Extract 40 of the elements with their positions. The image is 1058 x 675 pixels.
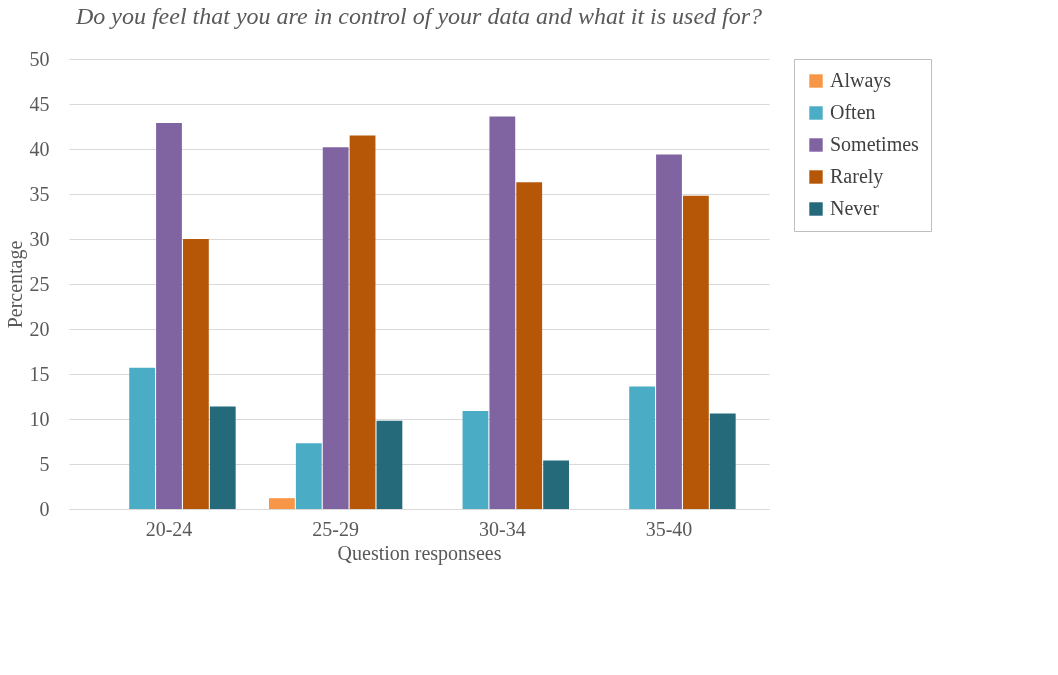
x-tick-label: 20-24	[145, 517, 193, 540]
bar	[516, 182, 543, 509]
bar	[376, 420, 403, 509]
y-tick-label: 45	[29, 92, 50, 115]
bar	[156, 122, 182, 509]
bar	[129, 367, 156, 509]
legend-label: Never	[830, 197, 880, 219]
y-tick-label: 5	[39, 452, 50, 475]
bar	[349, 135, 376, 509]
y-tick-label: 30	[29, 227, 50, 250]
legend-label: Sometimes	[830, 133, 920, 155]
y-tick-label: 15	[29, 362, 50, 385]
bar	[209, 406, 236, 509]
bar	[629, 386, 656, 509]
bar	[322, 147, 349, 509]
bar	[489, 116, 516, 509]
x-tick-label: 25-29	[312, 517, 359, 540]
bar	[682, 195, 709, 509]
y-tick-label: 0	[39, 497, 50, 520]
bar	[543, 460, 569, 509]
chart-title: Do you feel that you are in control of your data and what it is used for?	[74, 3, 763, 29]
y-axis-title: Percentage	[3, 240, 27, 329]
legend-label: Often	[830, 101, 876, 123]
y-tick-label: 50	[29, 47, 50, 70]
bar	[709, 413, 736, 509]
y-tick-label: 20	[29, 317, 50, 340]
x-tick-label: 35-40	[645, 517, 693, 540]
x-axis-title: Question responsees	[337, 541, 502, 565]
x-tick-label: 30-34	[479, 517, 526, 540]
y-tick-label: 35	[29, 182, 50, 205]
bar	[462, 410, 489, 509]
y-tick-label: 10	[29, 407, 50, 430]
bar	[269, 498, 295, 509]
bar	[656, 154, 682, 509]
y-tick-label: 25	[29, 272, 50, 295]
legend-label: Rarely	[830, 165, 884, 188]
y-tick-label: 40	[29, 137, 50, 160]
bar	[182, 239, 209, 509]
bar	[295, 443, 322, 509]
legend-label: Always	[830, 69, 892, 92]
